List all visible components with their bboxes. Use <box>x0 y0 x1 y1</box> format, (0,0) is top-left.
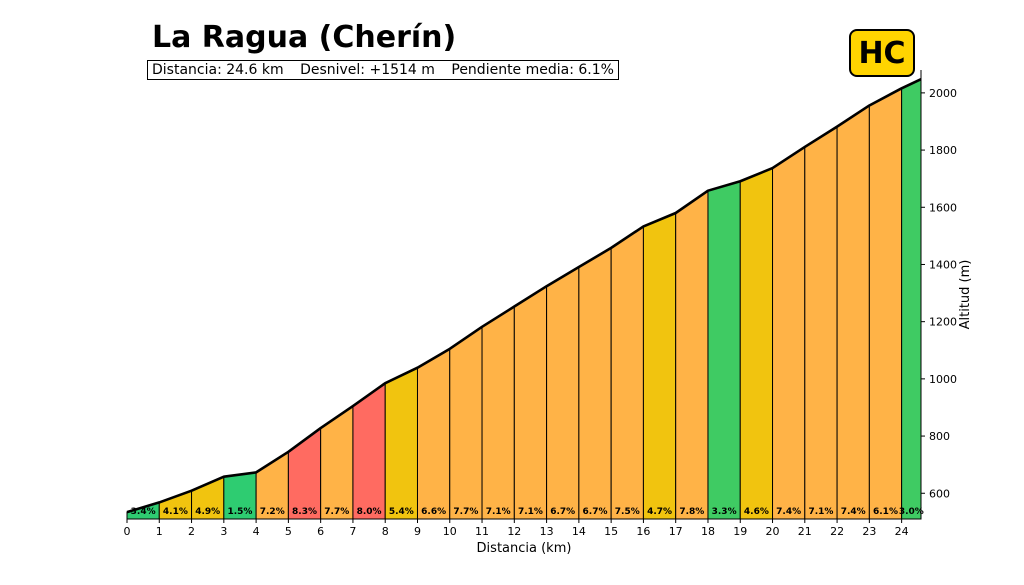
x-tick-label: 9 <box>414 525 421 538</box>
x-tick-label: 3 <box>220 525 227 538</box>
gradient-segments <box>126 78 922 520</box>
gradient-segment <box>901 78 922 520</box>
x-tick-label: 18 <box>701 525 715 538</box>
category-badge: HC <box>849 29 915 77</box>
x-tick-label: 4 <box>253 525 260 538</box>
x-tick-label: 5 <box>285 525 292 538</box>
y-axis-label: Altitud (m) <box>958 260 973 330</box>
x-tick-label: 20 <box>766 525 780 538</box>
x-tick-label: 10 <box>443 525 457 538</box>
gradient-label: 6.7% <box>583 507 608 517</box>
gradient-label: 7.1% <box>518 507 543 517</box>
gradient-segment <box>642 212 677 520</box>
gradient-segment <box>287 427 322 520</box>
gradient-label: 7.4% <box>776 507 801 517</box>
gradient-label: 7.1% <box>808 507 833 517</box>
profile-line-group <box>126 77 922 514</box>
average-gradient-stat: Pendiente media: 6.1% <box>451 62 614 78</box>
gradient-label: 4.6% <box>744 507 769 517</box>
y-tick-label: 1200 <box>929 316 957 329</box>
x-tick-label: 0 <box>124 525 131 538</box>
chart-title: La Ragua (Cherín) <box>152 20 457 55</box>
y-tick-label: 2000 <box>929 87 957 100</box>
gradient-label: 6.1% <box>873 507 898 517</box>
gradient-label: 8.3% <box>292 507 317 517</box>
gradient-segment <box>449 325 483 520</box>
gradient-segment <box>804 125 838 520</box>
gradient-label: 7.8% <box>679 507 704 517</box>
y-tick-label: 800 <box>929 430 950 443</box>
gradient-label: 4.7% <box>647 507 672 517</box>
distance-stat: Distancia: 24.6 km <box>152 62 284 78</box>
gradient-segment <box>513 285 548 520</box>
x-axis-label: Distancia (km) <box>477 541 572 556</box>
y-tick-label: 1800 <box>929 144 957 157</box>
gradient-segment <box>739 167 774 520</box>
gradient-label: 4.9% <box>195 507 220 517</box>
x-tick-label: 12 <box>507 525 521 538</box>
y-tick-label: 600 <box>929 487 950 500</box>
gradient-segment <box>610 225 644 520</box>
gradient-label: 7.4% <box>841 507 866 517</box>
gradient-label: 3.0% <box>899 507 924 517</box>
gradient-segment <box>546 266 580 520</box>
axes: 0 1 2 3 4 5 6 7 8 9 10 11 12 13 14 15 16 17 18 19 20 21 22 23 24… <box>124 70 973 556</box>
x-tick-label: 19 <box>733 525 747 538</box>
gradient-segment <box>836 104 870 520</box>
gradient-segment <box>578 247 612 520</box>
gradient-label: 7.2% <box>260 507 285 517</box>
x-tick-label: 1 <box>156 525 163 538</box>
gradient-label: 5.4% <box>389 507 414 517</box>
gradient-label: 4.1% <box>163 507 188 517</box>
stats-box: Distancia: 24.6 km Desnivel: +1514 m Pen… <box>147 60 619 80</box>
gradient-segment <box>675 189 709 520</box>
x-tick-label: 13 <box>540 525 554 538</box>
gradient-label: 8.0% <box>357 507 382 517</box>
elevation-gain-stat: Desnivel: +1514 m <box>300 62 435 78</box>
x-tick-label: 2 <box>188 525 195 538</box>
x-tick-label: 6 <box>317 525 324 538</box>
x-tick-label: 8 <box>382 525 389 538</box>
gradient-segment <box>772 146 806 520</box>
gradient-segment <box>868 87 903 520</box>
gradient-segment <box>384 366 418 520</box>
profile-line <box>126 77 922 514</box>
gradient-label: 1.5% <box>227 507 252 517</box>
y-tick-label: 1000 <box>929 373 957 386</box>
gradient-label: 7.5% <box>615 507 640 517</box>
gradient-label: 6.7% <box>550 507 575 517</box>
x-tick-label: 23 <box>862 525 876 538</box>
x-tick-label: 16 <box>636 525 650 538</box>
gradient-labels: 3.4% 4.1% 4.9% 1.5% 7.2% 8.3% 7.7% 8.0% 5.4% 6.6%… <box>131 507 924 517</box>
y-tick-label: 1600 <box>929 201 957 214</box>
gradient-label: 6.6% <box>421 507 446 517</box>
gradient-segment <box>416 347 451 520</box>
x-tick-label: 7 <box>349 525 356 538</box>
gradient-label: 7.7% <box>324 507 349 517</box>
gradient-segment <box>320 405 354 520</box>
x-tick-label: 24 <box>895 525 909 538</box>
x-tick-label: 15 <box>604 525 618 538</box>
gradient-segment <box>707 180 741 520</box>
gradient-label: 7.7% <box>453 507 478 517</box>
gradient-segment <box>481 305 515 520</box>
gradient-label: 3.4% <box>131 507 156 517</box>
x-tick-label: 11 <box>475 525 489 538</box>
x-tick-label: 14 <box>572 525 586 538</box>
x-tick-label: 22 <box>830 525 844 538</box>
gradient-label: 7.1% <box>486 507 511 517</box>
x-tick-label: 17 <box>669 525 683 538</box>
x-tick-label: 21 <box>798 525 812 538</box>
gradient-label: 3.3% <box>712 507 737 517</box>
y-tick-label: 1400 <box>929 258 957 271</box>
